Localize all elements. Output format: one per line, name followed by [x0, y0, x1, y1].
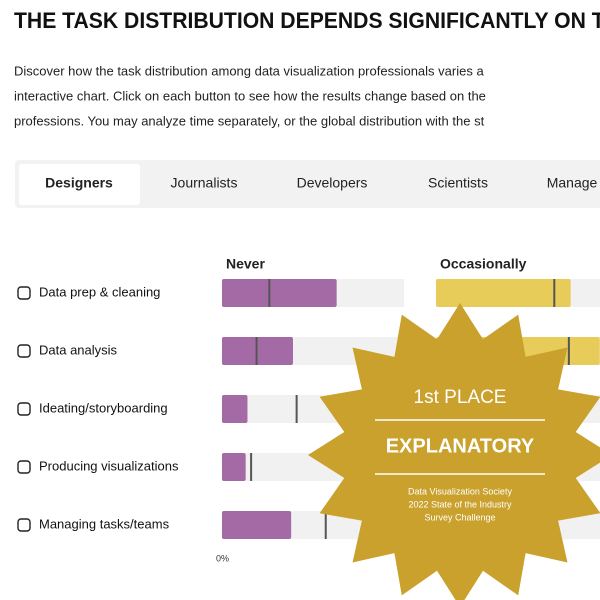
- tab[interactable]: Developers: [297, 175, 368, 191]
- active-tab: [19, 164, 140, 205]
- badge-line: 2022 State of the Industry: [408, 499, 512, 509]
- icon: [17, 460, 31, 474]
- icon: [17, 402, 31, 416]
- tab[interactable]: Journalists: [171, 175, 238, 191]
- badge-place: 1st PLACE: [414, 387, 507, 408]
- bar: [222, 279, 337, 307]
- icon: [17, 518, 31, 532]
- category-label: Ideating/storyboarding: [39, 400, 168, 415]
- tab[interactable]: Manage: [547, 175, 598, 191]
- description: Discover how the task distribution among…: [14, 63, 484, 78]
- icon: [17, 286, 31, 300]
- badge-star: [308, 303, 600, 600]
- series-label: Occasionally: [440, 256, 527, 272]
- bar: [222, 395, 248, 423]
- bar: [222, 511, 292, 539]
- tab[interactable]: Designers: [45, 175, 113, 191]
- title: THE TASK DISTRIBUTION DEPENDS SIGNIFICAN…: [14, 8, 600, 33]
- badge-line: Survey Challenge: [424, 512, 495, 522]
- badge-category: EXPLANATORY: [386, 435, 535, 457]
- category-label: Data analysis: [39, 342, 118, 357]
- category-label: Producing visualizations: [39, 458, 179, 473]
- icon: [17, 344, 31, 358]
- description: interactive chart. Click on each button …: [14, 88, 486, 103]
- category-label: Data prep & cleaning: [39, 284, 160, 299]
- badge: 1st PLACE EXPLANATORY Data Visualization S…: [308, 303, 600, 600]
- description: professions. You may analyze time separa…: [14, 113, 485, 128]
- x-tick-label: 0%: [216, 553, 229, 563]
- bar: [222, 453, 246, 481]
- bar: [436, 279, 571, 307]
- tab-bar: [15, 160, 600, 208]
- badge-line: Data Visualization Society: [408, 486, 512, 496]
- category-label: Managing tasks/teams: [39, 516, 170, 531]
- series-label: Never: [226, 256, 265, 272]
- tab[interactable]: Scientists: [428, 175, 488, 191]
